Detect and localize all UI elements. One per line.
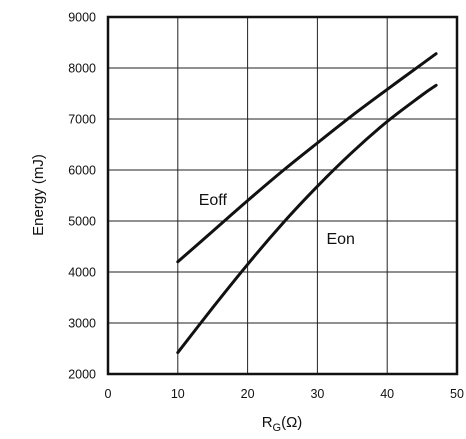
- x-tick-labels: 0 10 20 30 40 50: [105, 387, 464, 401]
- x-axis-title-main: R: [262, 414, 273, 431]
- plot-frame: [106, 15, 459, 376]
- x-tick-label: 50: [450, 387, 464, 401]
- y-tick-label: 7000: [68, 113, 96, 127]
- series-labels: Eoff Eon: [199, 192, 355, 248]
- x-tick-label: 40: [380, 387, 394, 401]
- series-curves: [176, 52, 438, 355]
- y-axis-title: Energy (mJ): [30, 154, 47, 236]
- x-axis-title: RG(Ω): [262, 414, 303, 434]
- series-label-eon: Eon: [326, 231, 354, 248]
- x-axis-title-subscript: G: [273, 422, 282, 434]
- series-label-eoff: Eoff: [199, 192, 228, 209]
- y-tick-label: 9000: [68, 11, 96, 25]
- y-tick-label: 8000: [68, 62, 96, 76]
- x-tick-label: 20: [241, 387, 255, 401]
- series-line-eon: [176, 83, 438, 355]
- y-tick-label: 3000: [68, 317, 96, 331]
- y-tick-labels: 2000 3000 4000 5000 6000 7000 8000 9000: [68, 11, 96, 382]
- x-axis-title-unit: (Ω): [281, 414, 302, 431]
- series-line-eoff: [176, 52, 438, 264]
- y-tick-label: 2000: [68, 368, 96, 382]
- y-tick-label: 6000: [68, 164, 96, 178]
- grid-lines: [108, 17, 457, 374]
- y-tick-label: 4000: [68, 266, 96, 280]
- y-tick-label: 5000: [68, 215, 96, 229]
- x-tick-label: 10: [171, 387, 185, 401]
- x-tick-label: 0: [105, 387, 112, 401]
- x-tick-label: 30: [310, 387, 324, 401]
